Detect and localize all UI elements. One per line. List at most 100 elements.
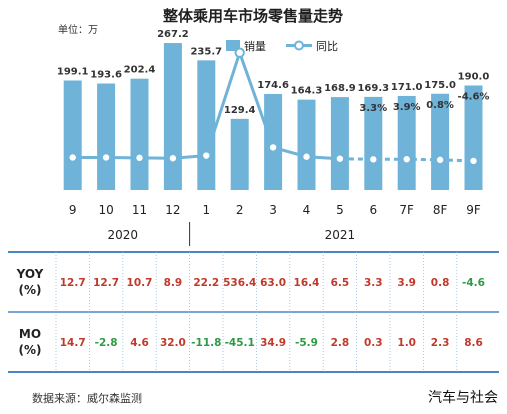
bar-label-9F: 190.0 bbox=[458, 72, 490, 83]
brand-watermark: 汽车与社会 bbox=[428, 389, 498, 406]
yoy-point-10 bbox=[100, 152, 112, 163]
table-row-unit-1: (%) bbox=[19, 343, 42, 357]
table-cell: 8.6 bbox=[464, 337, 483, 349]
bar-1 bbox=[197, 60, 216, 190]
table-cell: 10.7 bbox=[127, 277, 153, 289]
table-cell: 22.2 bbox=[193, 277, 219, 289]
table-cell: 1.0 bbox=[397, 337, 416, 349]
x-tick-5: 5 bbox=[336, 203, 344, 217]
yoy-point-12 bbox=[167, 153, 179, 164]
table-cell: 16.4 bbox=[294, 277, 320, 289]
yoy-point-5 bbox=[334, 153, 346, 164]
x-tick-12: 12 bbox=[165, 203, 180, 217]
table-cell: 3.9 bbox=[397, 277, 416, 289]
table-row-unit-0: (%) bbox=[19, 283, 42, 297]
yoy-point-6 bbox=[368, 154, 379, 165]
yoy-point-11 bbox=[134, 152, 145, 164]
bar-8F bbox=[431, 93, 450, 190]
yoy-point-label-6: 3.3% bbox=[359, 103, 387, 114]
bar-label-11: 202.4 bbox=[124, 65, 156, 76]
bar-label-8F: 175.0 bbox=[424, 80, 456, 91]
year-label-2021: 2021 bbox=[325, 228, 356, 242]
table-cell: 8.9 bbox=[164, 277, 183, 289]
bar-4 bbox=[297, 99, 316, 190]
x-tick-10: 10 bbox=[98, 203, 113, 217]
table-cell: 63.0 bbox=[260, 277, 286, 289]
bar-label-4: 164.3 bbox=[291, 86, 323, 97]
yoy-point-label-9F: -4.6% bbox=[458, 92, 490, 103]
table-cell: 12.7 bbox=[60, 277, 86, 289]
legend-label-yoy: 同比 bbox=[316, 40, 338, 53]
x-tick-9F: 9F bbox=[466, 203, 481, 217]
year-label-2020: 2020 bbox=[108, 228, 139, 242]
table-cell: 6.5 bbox=[331, 277, 350, 289]
bar-7F bbox=[397, 95, 416, 190]
table-cell: 536.4 bbox=[223, 277, 256, 289]
year-groups: 2020 2021 bbox=[108, 222, 356, 246]
table-cell: 0.8 bbox=[431, 277, 450, 289]
table-cell: 4.6 bbox=[130, 337, 149, 349]
yoy-point-9F bbox=[468, 155, 479, 167]
yoy-point-label-7F: 3.9% bbox=[393, 102, 421, 113]
bar-label-10: 193.6 bbox=[90, 70, 122, 81]
bar-series bbox=[63, 43, 483, 190]
bar-6 bbox=[364, 96, 383, 190]
table-cell: 2.8 bbox=[331, 337, 350, 349]
table-cell: -2.8 bbox=[95, 337, 118, 349]
bar-9 bbox=[63, 80, 82, 190]
yoy-point-9 bbox=[67, 152, 78, 163]
table-row-label-0: YOY bbox=[16, 267, 44, 281]
yoy-point-1 bbox=[201, 150, 212, 161]
x-axis-ticks: 9 10 11 12 1 2 3 4 5 6 7F 8F 9F bbox=[69, 203, 481, 217]
chart-title: 整体乘用车市场零售量走势 bbox=[163, 7, 343, 25]
table-row-label-1: MO bbox=[19, 327, 41, 341]
table-cell: 0.3 bbox=[364, 337, 383, 349]
legend-label-sales: 销量 bbox=[244, 39, 266, 53]
x-tick-9: 9 bbox=[69, 203, 77, 217]
x-tick-8F: 8F bbox=[433, 203, 448, 217]
x-tick-4: 4 bbox=[303, 203, 311, 217]
table-cell: 34.9 bbox=[260, 337, 286, 349]
table-cell: -11.8 bbox=[191, 337, 221, 349]
table-cell: -4.6 bbox=[462, 277, 485, 289]
table-cell: 14.7 bbox=[60, 337, 86, 349]
bar-11 bbox=[130, 78, 149, 190]
source-note: 数据来源：威尔森监测 bbox=[32, 391, 142, 405]
bar-label-7F: 171.0 bbox=[391, 82, 423, 93]
table-cell: 12.7 bbox=[93, 277, 119, 289]
bar-10 bbox=[97, 83, 116, 190]
x-tick-7F: 7F bbox=[399, 203, 414, 217]
bar-label-12: 267.2 bbox=[157, 29, 189, 40]
bar-label-2: 129.4 bbox=[224, 105, 256, 116]
bar-2 bbox=[230, 118, 249, 190]
data-table: YOY (%) 12.7 12.7 10.7 8.9 22.2 536.4 63.0 16.4 6.… bbox=[8, 251, 499, 373]
x-tick-2: 2 bbox=[236, 203, 244, 217]
bar-9F bbox=[464, 85, 483, 190]
yoy-point-8F bbox=[434, 154, 446, 166]
table-cell: 2.3 bbox=[431, 337, 450, 349]
x-tick-1: 1 bbox=[202, 203, 210, 217]
table-cell: 3.3 bbox=[364, 277, 383, 289]
table-cell: -5.9 bbox=[295, 337, 318, 349]
table-cell: 32.0 bbox=[160, 337, 186, 349]
yoy-point-label-8F: 0.8% bbox=[426, 100, 454, 111]
bar-label-9: 199.1 bbox=[57, 66, 89, 77]
yoy-point-2 bbox=[234, 47, 245, 58]
bar-5 bbox=[330, 97, 349, 190]
x-tick-11: 11 bbox=[132, 203, 147, 217]
bar-label-6: 169.3 bbox=[357, 83, 389, 94]
x-tick-3: 3 bbox=[269, 203, 277, 217]
legend-swatch-sales bbox=[226, 40, 240, 51]
bar-12 bbox=[163, 43, 182, 190]
bar-label-3: 174.6 bbox=[257, 80, 289, 91]
bar-label-1: 235.7 bbox=[190, 46, 222, 57]
unit-label: 单位：万 bbox=[58, 23, 98, 36]
yoy-point-7F bbox=[401, 154, 412, 165]
x-tick-6: 6 bbox=[369, 203, 377, 217]
yoy-point-3 bbox=[267, 142, 279, 153]
legend-swatch-yoy-marker bbox=[294, 40, 304, 51]
yoy-line-series: 3.3% 3.9% 0.8% -4.6% bbox=[67, 47, 490, 167]
bar-3 bbox=[264, 93, 283, 190]
